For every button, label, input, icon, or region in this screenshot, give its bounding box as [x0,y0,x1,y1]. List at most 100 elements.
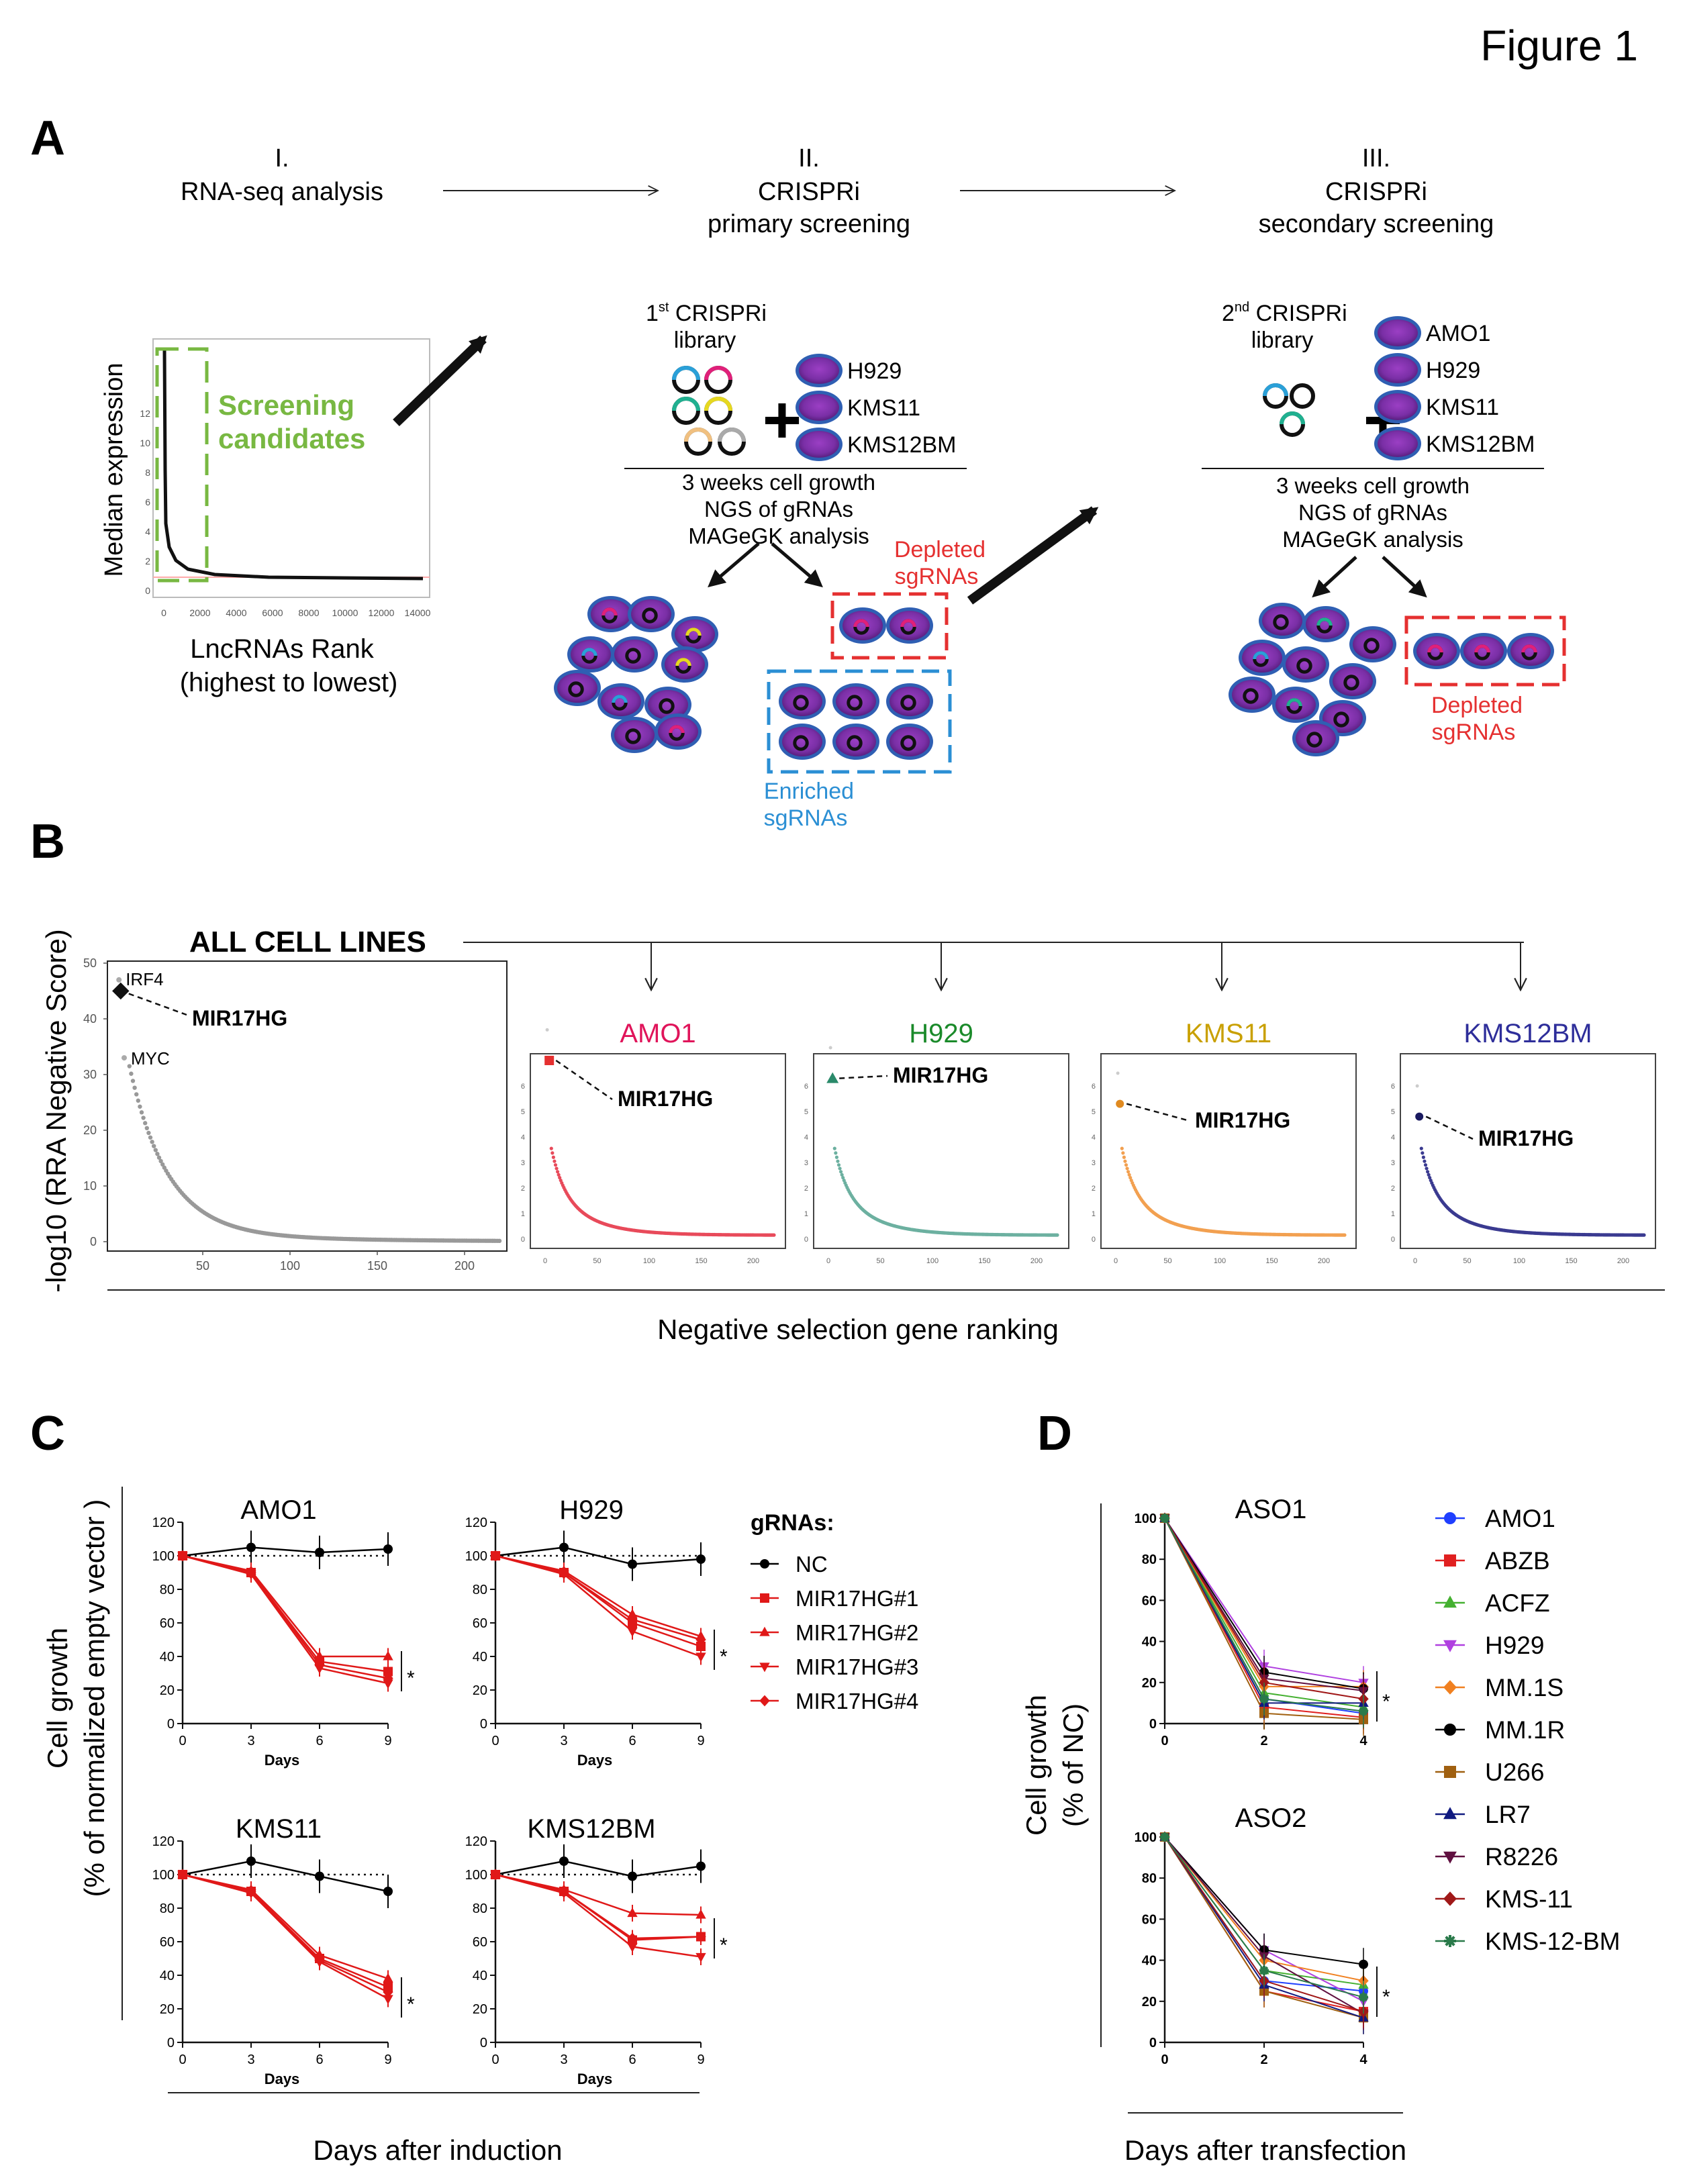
c-legend: NC MIR17HG#1 MIR17HG#2 MIR17HG#3 MIR17HG#4 [751,1552,918,1714]
c-series-line [495,1873,702,1940]
cell-line-label: AMO1 [1426,321,1490,346]
step1-num: I. [275,144,289,172]
nucleus-guide [685,628,702,636]
rra-point [134,1092,139,1097]
c-ytick: 0 [167,2036,175,2050]
cell-body [889,687,930,716]
expr-ytick: 12 [140,408,150,419]
primary-arrow-right [771,542,823,588]
rra-point [156,1155,162,1160]
main-ytick: 10 [83,1179,97,1193]
c-data-point [627,1932,638,1944]
nucleus-guide [581,648,597,656]
legend-label: MIR17HG#1 [796,1586,918,1611]
c-data-point [695,1952,706,1963]
small-plot-frame [1100,1053,1357,1249]
nucleus [900,695,916,711]
rra-point [1055,1233,1059,1237]
cell [1413,633,1460,669]
small-xtick: 200 [1030,1257,1043,1265]
rra-point [1423,1163,1428,1167]
library2-label-2: library [1251,328,1314,353]
rra-point [146,1130,151,1136]
d-xtick: 4 [1359,1734,1367,1748]
c-ytick: 60 [473,1616,487,1631]
c-data-point [315,1548,324,1557]
c-data-point [696,1861,706,1871]
panel-label-c: C [30,1407,65,1460]
cell-line-label: H929 [847,358,902,384]
c-ytick: 20 [473,2002,487,2017]
cell-body [1323,703,1363,733]
rra-point [150,1140,154,1144]
cell-body [1276,690,1316,719]
c-data-point [695,1931,706,1942]
d-data-point [1160,1832,1169,1842]
c-ytick: 100 [465,1868,487,1883]
small-ytick: 4 [1092,1134,1096,1142]
c-xtick: 6 [316,2052,323,2067]
depleted-box-1 [830,592,949,660]
c-xtick: 9 [384,1734,391,1748]
c-xtick: 0 [491,1734,499,1748]
c-data-point [246,1856,256,1866]
main-xtick: 150 [367,1259,387,1273]
rra-point [834,1155,838,1159]
cell-line-icon [1374,427,1421,460]
c-ytick: 0 [167,1717,175,1732]
cell [671,616,718,652]
workflow-line: 3 weeks cell growth [682,470,875,495]
legend-marker [1443,1595,1457,1608]
legend-label: LR7 [1485,1801,1531,1828]
cell [1329,663,1376,699]
cell [554,670,601,706]
nucleus [847,735,863,751]
expr-xtick: 2000 [189,607,210,618]
small-ytick: 2 [1092,1185,1096,1193]
rra-point [556,1170,560,1174]
secondary-cell-lines: AMO1 H929 KMS11 KMS12BM [1374,316,1535,460]
cell [1302,606,1349,642]
legend-marker [1444,1554,1456,1567]
small-ytick: 1 [1391,1210,1395,1218]
cell [886,683,933,719]
rra-point [136,1098,140,1103]
panel-d-plots: ASO1 0 20 40 60 80 100 0 2 4 * ASO2 0 20 40 60 80 100 0 2 4 * [1135,1495,1390,2067]
small-xtick: 200 [1617,1257,1629,1265]
c-ytick: 20 [160,1683,175,1698]
c-data-point [314,1650,325,1660]
small-ytick: 6 [804,1083,808,1091]
rra-point [155,1152,160,1156]
small-ytick: 6 [1391,1083,1395,1091]
small-ytick: 6 [521,1083,525,1091]
c-ytick: 80 [160,1901,175,1916]
step3-title2: secondary screening [1259,210,1494,238]
rra-point [141,1115,146,1120]
cell [1229,677,1276,713]
legend-marker [759,1626,770,1636]
mir17hg-label: MIR17HG [893,1063,988,1087]
small-xtick: 50 [1463,1257,1471,1265]
legend-marker [1443,1851,1457,1864]
cell-line-title: AMO1 [620,1019,695,1048]
depleted-label-2a: Depleted [1431,693,1523,718]
small-xtick: 100 [1214,1257,1226,1265]
c-data-point [490,1869,501,1881]
cell [611,636,658,673]
enriched-label-a: Enriched [764,779,854,804]
cell [1292,720,1339,756]
rra-point [840,1173,844,1177]
small-ytick: 6 [1092,1083,1096,1091]
c-data-point [246,1885,256,1897]
c-series-line [495,1554,702,1641]
nucleus [1363,638,1380,654]
main-plot-frame [107,960,508,1252]
depleted-cells-2 [1413,633,1554,669]
rra-point [1419,1146,1423,1150]
cell-line-icon [796,354,843,387]
c-data-point [177,1550,188,1562]
significance-star: * [1382,1691,1390,1713]
rra-point [1426,1170,1430,1174]
main-rra-plot: 0 10 20 30 40 50 50 100 150 200 IRF4 MIR17HG MYC [83,956,508,1273]
